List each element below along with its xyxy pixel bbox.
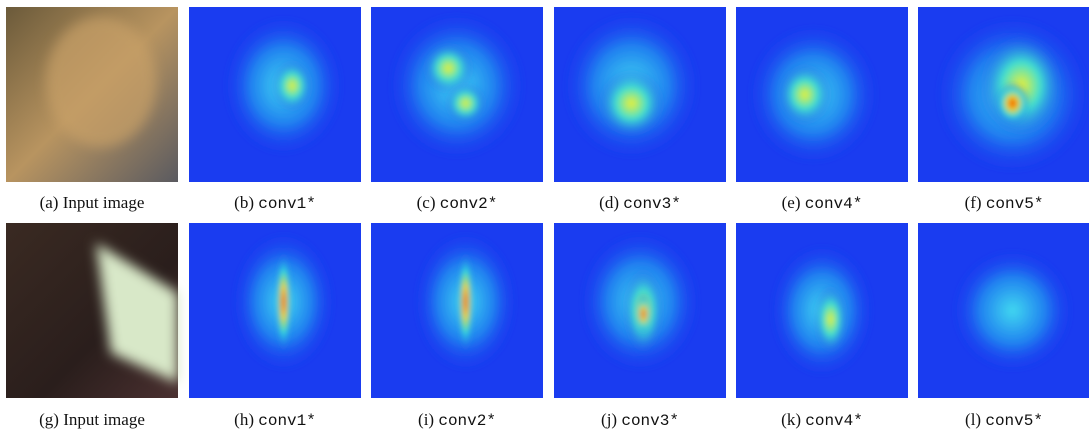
panel-image [554, 7, 726, 182]
caption-name: conv3* [623, 195, 681, 213]
caption-name: conv3* [621, 412, 679, 430]
caption: (b) conv1* [234, 193, 316, 213]
heatmap-spot [422, 42, 475, 95]
caption: (h) conv1* [234, 410, 316, 430]
heatmap-spot [995, 82, 1030, 125]
caption-name: conv5* [985, 412, 1043, 430]
caption-label: (g) [39, 410, 59, 429]
caption-label: (e) [782, 193, 801, 212]
caption: (l) conv5* [965, 410, 1043, 430]
panel-image [554, 223, 726, 398]
caption-label: (i) [418, 410, 434, 429]
panels [6, 7, 1089, 398]
caption-label: (f) [965, 193, 982, 212]
captions: (a) Input image (b) conv1* (c) conv2* (d) c… [39, 193, 1043, 430]
heatmap-spot [444, 82, 487, 125]
heatmap-spot [634, 293, 653, 335]
caption-label: (a) [40, 193, 59, 212]
image-region [96, 243, 178, 383]
caption-name: conv5* [986, 195, 1044, 213]
caption-name: conv4* [805, 412, 863, 430]
caption-name: conv1* [258, 195, 316, 213]
caption: (j) conv3* [601, 410, 679, 430]
panel-image [918, 7, 1089, 182]
caption: (a) Input image [40, 193, 145, 212]
caption-name: conv2* [438, 412, 496, 430]
caption: (e) conv4* [782, 193, 863, 213]
heatmap-spot [275, 249, 293, 355]
heatmap-spot [457, 249, 475, 355]
caption: (d) conv3* [599, 193, 681, 213]
caption-label: (d) [599, 193, 619, 212]
panel-image [6, 223, 178, 398]
caption-name: Input image [63, 193, 145, 212]
panel-image [736, 223, 908, 398]
heatmap-spot [952, 249, 1073, 372]
caption: (k) conv4* [781, 410, 863, 430]
heatmap-spot [597, 68, 666, 139]
caption: (f) conv5* [965, 193, 1044, 213]
caption-name: conv4* [805, 195, 863, 213]
panel-image [918, 223, 1089, 398]
heatmap-spot [271, 59, 313, 112]
caption-label: (b) [234, 193, 254, 212]
panel-image [371, 223, 543, 398]
caption-label: (j) [601, 410, 617, 429]
caption: (c) conv2* [417, 193, 498, 213]
caption-name: Input image [63, 410, 145, 429]
panel-image [6, 7, 178, 182]
panel-image [189, 7, 361, 182]
panel-image [371, 7, 543, 182]
caption-name: conv1* [258, 412, 316, 430]
caption-label: (h) [234, 410, 254, 429]
caption: (i) conv2* [418, 410, 496, 430]
caption-name: conv2* [440, 195, 498, 213]
caption-label: (c) [417, 193, 436, 212]
caption-label: (k) [781, 410, 801, 429]
panel-image [189, 223, 361, 398]
caption: (g) Input image [39, 410, 145, 429]
panel-image [736, 7, 908, 182]
heatmap-spot [813, 284, 848, 355]
image-region [46, 17, 156, 147]
heatmap-spot [777, 63, 833, 126]
caption-label: (l) [965, 410, 981, 429]
